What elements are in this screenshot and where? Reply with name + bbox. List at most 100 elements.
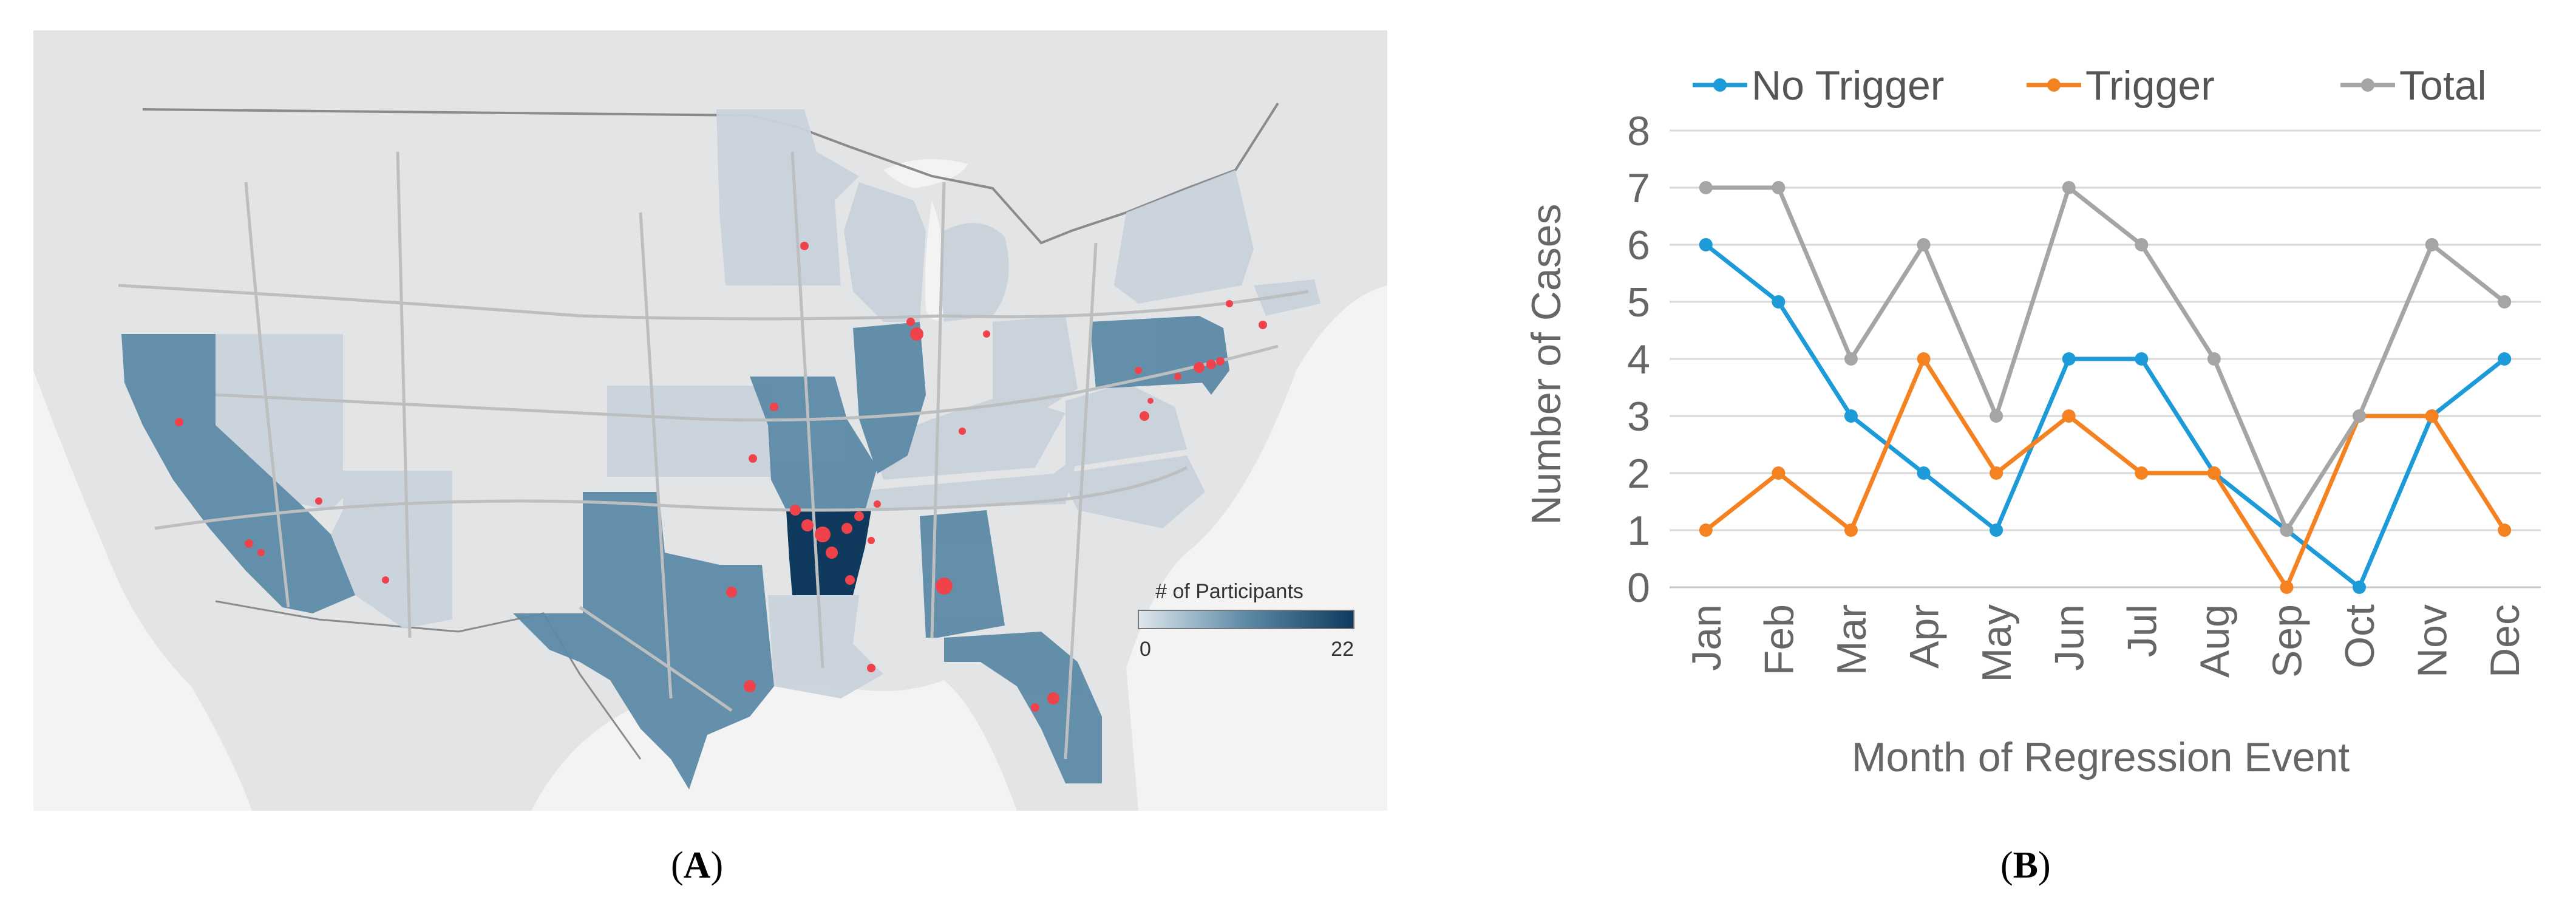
data-point: [1844, 409, 1858, 423]
y-tick-label: 3: [1627, 394, 1650, 440]
data-point: [2207, 352, 2221, 366]
data-point: [2280, 524, 2294, 537]
x-tick-label: Mar: [1829, 604, 1875, 675]
participant-dot: [1047, 692, 1059, 704]
data-point: [1990, 466, 2003, 480]
regression-line-chart: 0 1 2 3 4 5 6 7 8 Jan Feb Mar Apr May Jun Jul Aug Sep Oct…: [1494, 24, 2574, 814]
data-point: [1990, 524, 2003, 537]
legend-label: No Trigger: [1752, 63, 1944, 109]
series-line: [1704, 243, 2506, 590]
participant-dot: [1135, 367, 1142, 374]
state-ohio: [993, 316, 1078, 419]
participant-dot: [867, 664, 875, 672]
legend-min-label: 0: [1140, 638, 1151, 661]
road-network: [118, 151, 1309, 760]
participant-dot: [1226, 300, 1233, 307]
x-tick-label: Sep: [2264, 604, 2310, 678]
panel-b-label: (B): [2000, 845, 2051, 886]
data-point: [2425, 238, 2439, 251]
atlantic-ocean: [1126, 285, 1387, 811]
y-tick-label: 5: [1627, 279, 1650, 326]
data-point: [2135, 352, 2149, 366]
data-point: [1699, 238, 1713, 251]
participant-dot: [936, 578, 953, 595]
data-point: [2498, 295, 2512, 309]
state-kansas: [607, 386, 771, 477]
y-tick-labels: 0 1 2 3 4 5 6 7 8: [1627, 108, 1650, 611]
legend-swatch-marker: [2047, 78, 2061, 92]
x-tick-label: Aug: [2192, 604, 2238, 678]
state-nevada: [216, 334, 343, 510]
data-point: [1917, 466, 1931, 480]
series-group: [1699, 181, 2512, 594]
state-texas: [513, 492, 774, 790]
data-point: [2498, 352, 2512, 366]
y-tick-label: 7: [1627, 165, 1650, 211]
data-point: [2135, 238, 2149, 251]
participant-dot: [1206, 360, 1216, 369]
mid-count-states: [121, 316, 1229, 790]
map-legend: # of Participants 0 22: [1138, 580, 1354, 661]
state-missouri: [750, 377, 877, 510]
state-kentucky: [871, 395, 1065, 480]
data-point: [1772, 466, 1786, 480]
state-florida: [944, 632, 1102, 783]
participant-dot: [800, 242, 809, 250]
participant-dot: [749, 454, 757, 463]
data-point: [1699, 524, 1713, 537]
x-axis-label: Month of Regression Event: [1852, 734, 2350, 780]
participant-dot: [868, 537, 875, 544]
legend-label: Total: [2399, 63, 2487, 109]
legend-title: # of Participants: [1155, 580, 1303, 603]
y-tick-label: 2: [1627, 451, 1650, 497]
x-tick-label: Nov: [2410, 604, 2456, 678]
state-michigan: [941, 223, 1009, 322]
x-tick-label: May: [1974, 604, 2020, 682]
participant-dot: [801, 519, 814, 531]
participant-dot: [726, 587, 737, 598]
participant-dot: [315, 497, 322, 505]
x-tick-label: Dec: [2482, 604, 2528, 678]
data-point: [1917, 352, 1931, 366]
data-point: [1699, 181, 1713, 194]
state-california: [121, 334, 355, 613]
y-axis-label: Number of Cases: [1523, 203, 1569, 525]
state-new-jersey: [1199, 316, 1229, 395]
series-no-trigger: [1699, 238, 2512, 594]
data-point: [1990, 409, 2003, 423]
x-tick-labels: Jan Feb Mar Apr May Jun Jul Aug Sep Oct Nov Dec: [1684, 604, 2528, 683]
x-tick-label: Jan: [1684, 604, 1730, 671]
data-point: [2062, 352, 2076, 366]
x-tick-label: Jul: [2119, 604, 2165, 657]
data-point: [2498, 524, 2512, 537]
data-point: [1772, 181, 1786, 194]
participant-dot: [1216, 357, 1225, 366]
x-tick-label: Apr: [1901, 604, 1948, 669]
legend-label: Trigger: [2085, 63, 2215, 109]
state-massachusetts: [1254, 279, 1320, 316]
participant-dots: [175, 242, 1267, 712]
data-point: [1772, 295, 1786, 309]
participant-dot: [382, 576, 389, 584]
panel-a-letter: A: [683, 845, 711, 886]
state-virginia: [1065, 383, 1187, 468]
y-tick-label: 8: [1627, 108, 1650, 154]
legend-max-label: 22: [1331, 638, 1354, 661]
participant-dot: [841, 523, 852, 534]
participant-dot: [874, 500, 881, 508]
participant-dot: [906, 318, 915, 326]
chart-svg: 0 1 2 3 4 5 6 7 8 Jan Feb Mar Apr May Jun Jul Aug Sep Oct…: [1523, 63, 2541, 780]
participant-dot: [1174, 373, 1181, 380]
series-trigger: [1699, 352, 2512, 594]
data-point: [1844, 352, 1858, 366]
series-line: [1705, 185, 2506, 533]
participant-dot: [790, 505, 801, 516]
y-tick-label: 1: [1627, 508, 1650, 554]
y-tick-label: 0: [1627, 565, 1650, 611]
state-arizona: [331, 471, 452, 629]
state-louisiana: [768, 595, 883, 698]
participant-dot: [826, 547, 838, 559]
participant-dot: [770, 403, 778, 411]
panel-a-label: (A): [671, 845, 724, 886]
state-new-york: [1114, 170, 1254, 304]
